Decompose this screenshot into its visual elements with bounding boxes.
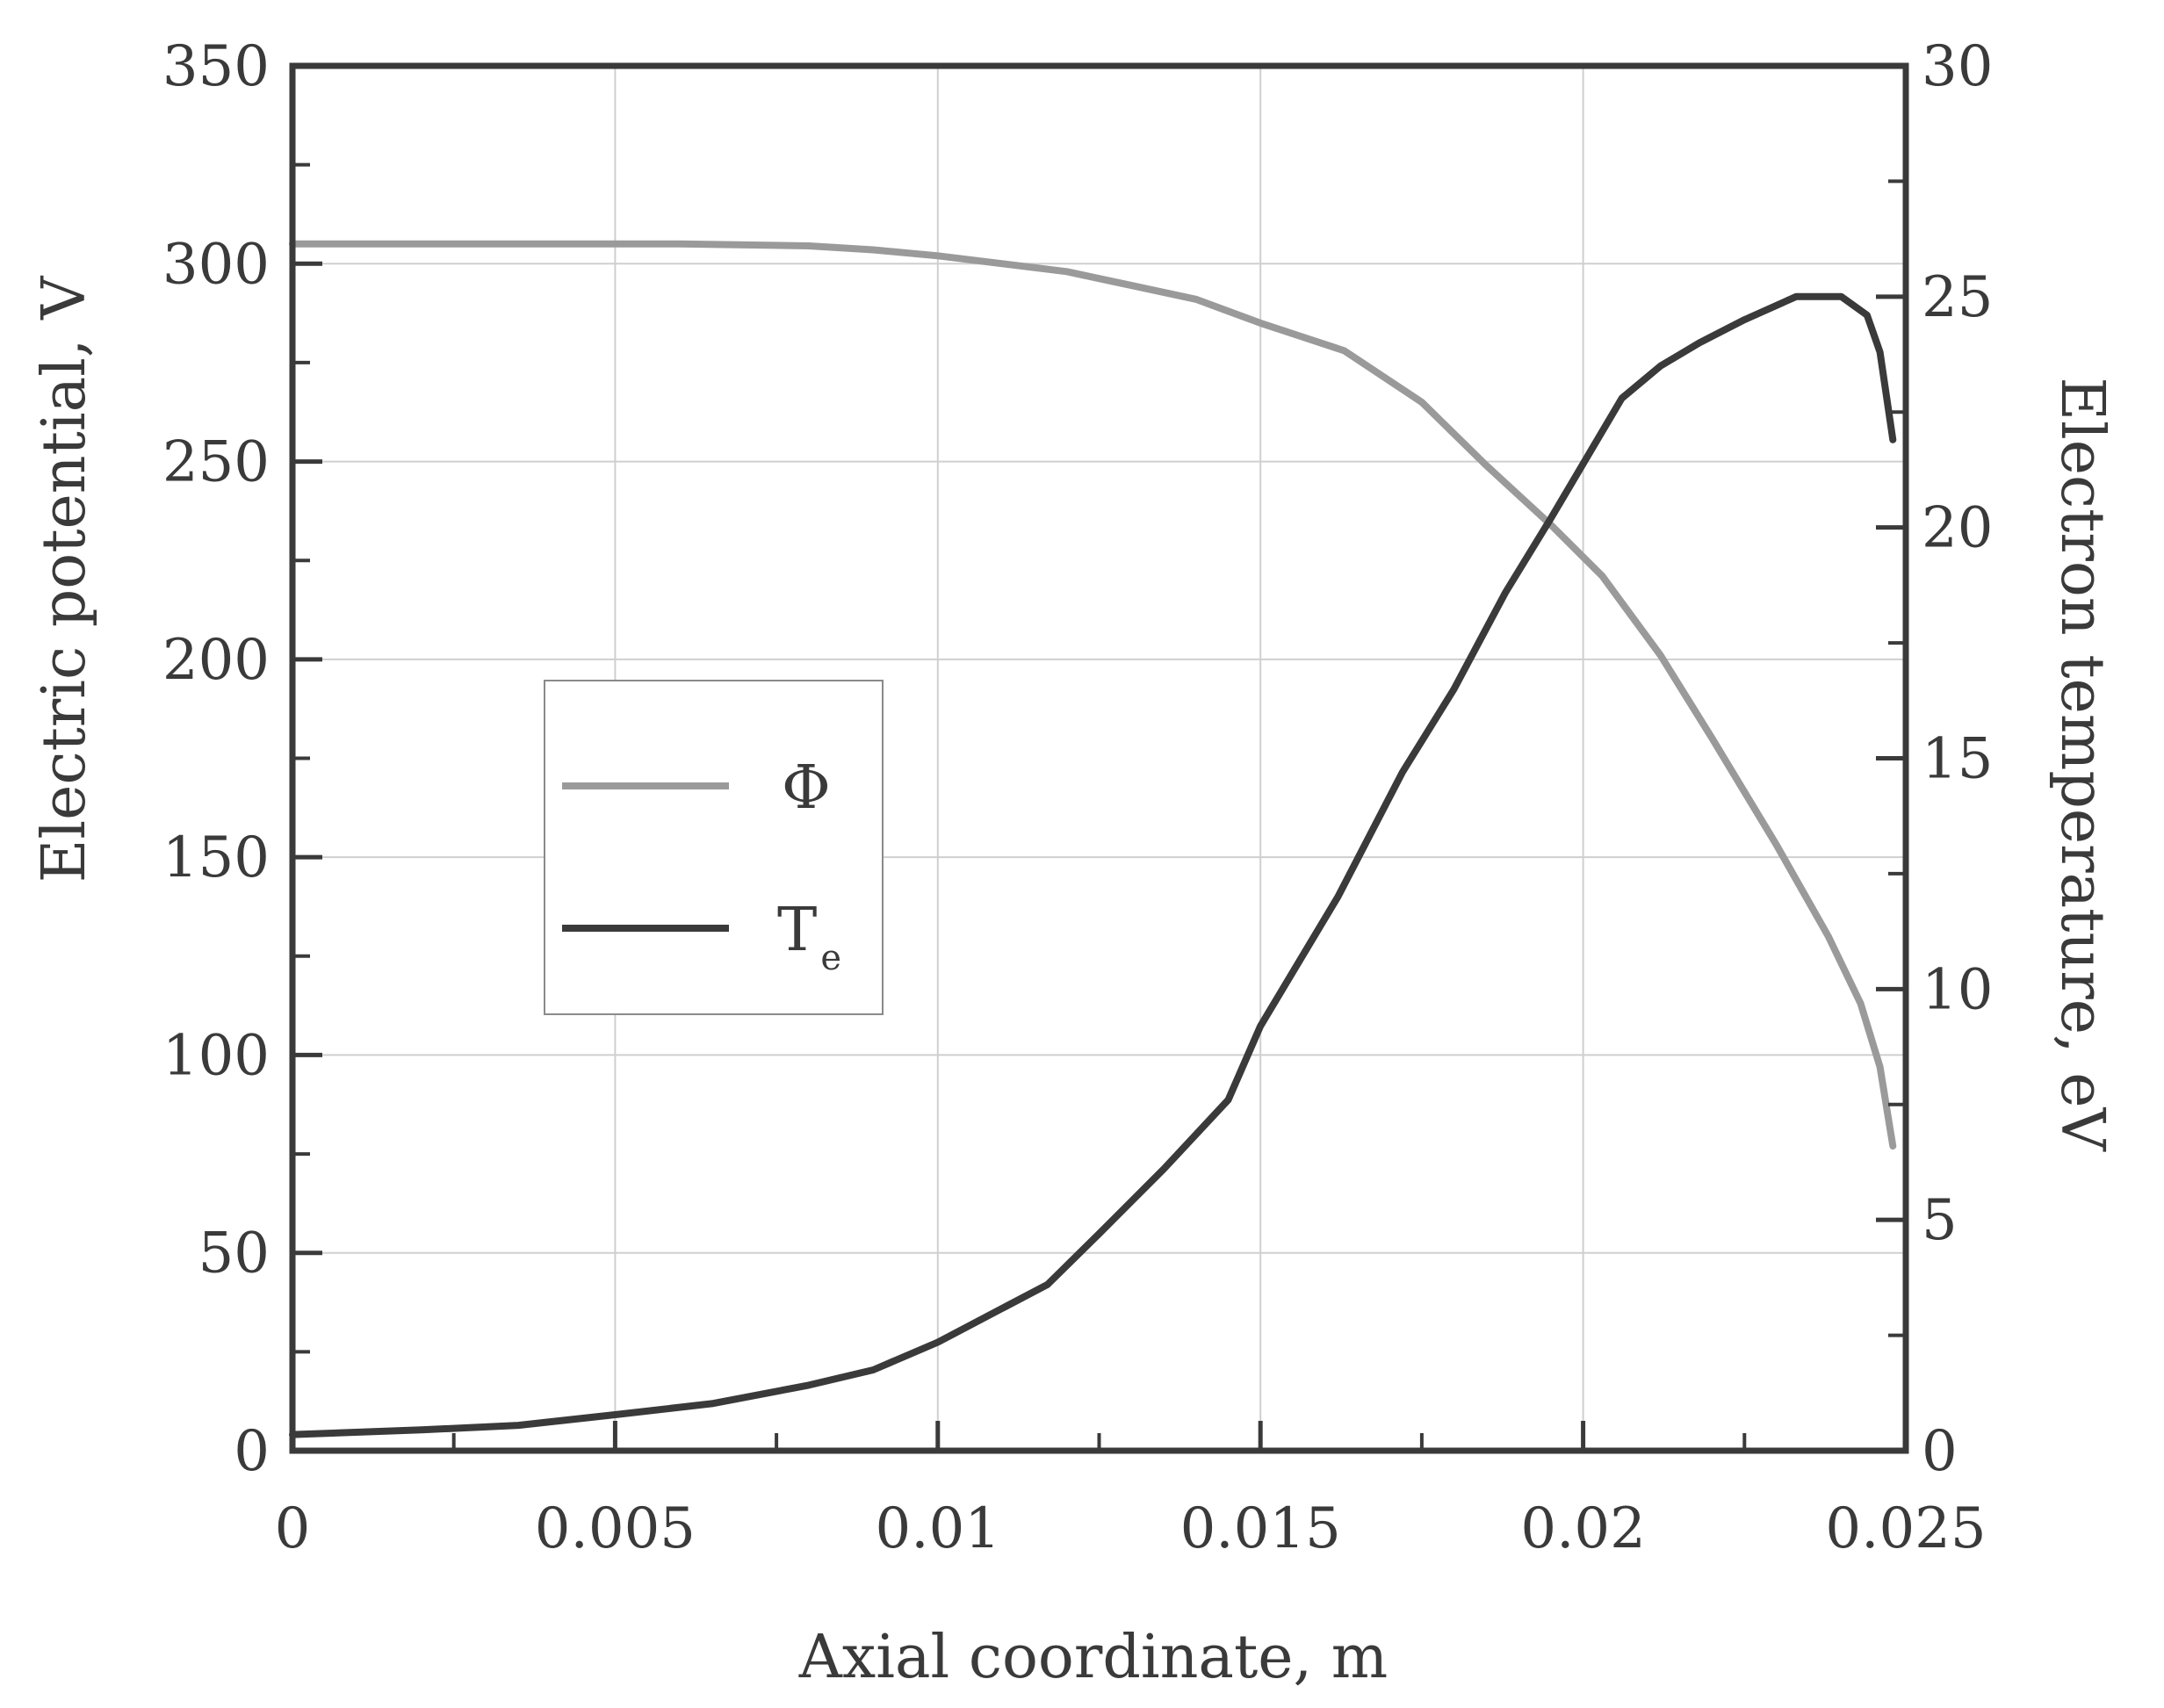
x-tick-label: 0.02 xyxy=(1520,1496,1646,1561)
y-left-tick-label: 150 xyxy=(162,825,270,890)
y-right-tick-label: 25 xyxy=(1922,265,1993,330)
grid-lines xyxy=(292,66,1906,1451)
y-left-tick-label: 250 xyxy=(162,430,270,495)
plot-frame xyxy=(289,62,1909,1454)
legend-label-te-main: T xyxy=(777,896,817,965)
x-tick-label: 0.025 xyxy=(1825,1496,1986,1561)
series-line-te xyxy=(289,292,1897,1438)
series-line-phi xyxy=(289,240,1897,1150)
tick-labels: 0 0.005 0.01 0.015 0.02 0.0250501001502002503… xyxy=(162,34,1994,1561)
x-tick-label: 0.015 xyxy=(1180,1496,1341,1561)
y-right-tick-label: 0 xyxy=(1922,1419,1958,1484)
x-axis-title: Axial coordinate, m xyxy=(798,1623,1388,1692)
y-right-tick-label: 15 xyxy=(1922,727,1993,792)
right-y-axis-title: Electron temperature, eV xyxy=(2047,377,2117,1152)
x-tick-label: 0 xyxy=(275,1496,311,1561)
left-y-axis-title: Electric potential, V xyxy=(30,275,99,883)
x-tick-label: 0.01 xyxy=(876,1496,1001,1561)
y-right-tick-label: 5 xyxy=(1922,1188,1958,1253)
y-left-tick-label: 0 xyxy=(234,1419,270,1484)
legend-box xyxy=(544,680,884,1015)
axis-ticks xyxy=(290,63,1908,1453)
x-tick-label: 0.005 xyxy=(535,1496,696,1561)
y-left-tick-label: 200 xyxy=(162,628,270,693)
y-left-tick-label: 350 xyxy=(162,34,270,99)
legend-label-te-subscript: e xyxy=(820,938,841,978)
legend-label-phi: Φ xyxy=(782,753,831,823)
y-left-tick-label: 300 xyxy=(162,232,270,297)
y-right-tick-label: 10 xyxy=(1922,957,1993,1022)
series-lines xyxy=(289,240,1897,1438)
y-right-tick-label: 30 xyxy=(1922,34,1993,99)
y-left-tick-label: 50 xyxy=(198,1222,270,1286)
y-right-tick-label: 20 xyxy=(1922,496,1993,561)
y-left-tick-label: 100 xyxy=(162,1023,270,1088)
